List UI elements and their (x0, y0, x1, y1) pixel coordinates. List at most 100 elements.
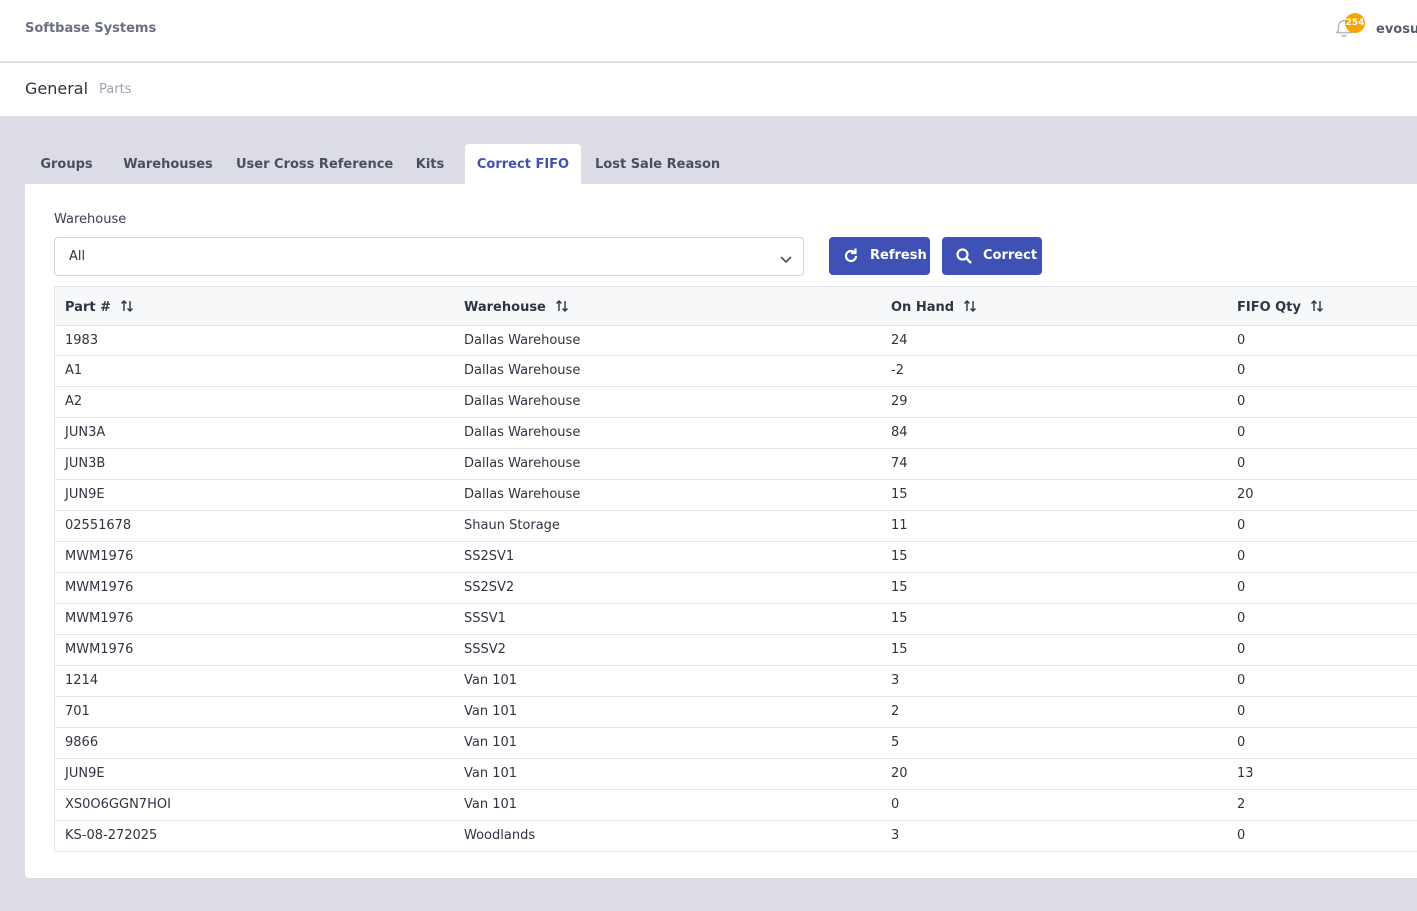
correct-button[interactable]: Correct (942, 237, 1042, 275)
cell-warehouse: SS2SV1 (464, 549, 515, 564)
table-row[interactable]: KS-08-272025 Woodlands 3 0 (55, 821, 1417, 852)
cell-on-hand: 15 (891, 549, 908, 564)
cell-fifo-qty: 2 (1237, 797, 1246, 812)
user-name[interactable]: evosup (1376, 22, 1417, 37)
table-row[interactable]: JUN9E Dallas Warehouse 15 20 (55, 480, 1417, 511)
table-row[interactable]: JUN3B Dallas Warehouse 74 0 (55, 449, 1417, 480)
cell-part: KS-08-272025 (65, 828, 158, 843)
cell-part: JUN9E (65, 487, 105, 502)
cell-part: 02551678 (65, 518, 132, 533)
refresh-button[interactable]: Refresh (829, 237, 930, 275)
top-bar: Softbase Systems 254 evosup (0, 0, 1417, 62)
cell-part: 701 (65, 704, 90, 719)
cell-on-hand: 2 (891, 704, 900, 719)
cell-fifo-qty: 0 (1237, 673, 1246, 688)
cell-part: MWM1976 (65, 549, 134, 564)
cell-warehouse: Van 101 (464, 704, 518, 719)
content-panel: Warehouse All Refresh Correct Part # War… (25, 184, 1417, 878)
cell-part: JUN3B (65, 456, 106, 471)
refresh-icon (842, 247, 860, 265)
cell-part: 9866 (65, 735, 99, 750)
breadcrumb[interactable]: Parts (99, 82, 132, 97)
page-title: General (25, 79, 89, 98)
fifo-table: Part # Warehouse On Hand FIFO Qty 1983 Da… (54, 286, 1417, 852)
table-row[interactable]: JUN9E Van 101 20 13 (55, 759, 1417, 790)
chevron-down-icon (779, 251, 793, 265)
table-row[interactable]: 1214 Van 101 3 0 (55, 666, 1417, 697)
cell-warehouse: Dallas Warehouse (464, 487, 581, 502)
cell-fifo-qty: 0 (1237, 518, 1246, 533)
cell-on-hand: 24 (891, 333, 908, 348)
table-body: 1983 Dallas Warehouse 24 0 A1 Dallas Warehous… (55, 326, 1417, 852)
cell-on-hand: 20 (891, 766, 908, 781)
warehouse-select[interactable]: All (54, 237, 804, 276)
tab-correct-fifo[interactable]: Correct FIFO (465, 144, 581, 185)
sort-icon[interactable] (555, 299, 569, 313)
column-header-on-hand[interactable]: On Hand (891, 299, 977, 315)
page-header: General Parts (0, 63, 1417, 116)
column-header-part[interactable]: Part # (65, 299, 134, 315)
table-row[interactable]: A2 Dallas Warehouse 29 0 (55, 387, 1417, 418)
notification-badge[interactable]: 254 (1345, 13, 1365, 33)
tab-warehouses[interactable]: Warehouses (123, 157, 213, 172)
cell-warehouse: SSSV2 (464, 642, 506, 657)
warehouse-select-value: All (69, 249, 86, 264)
table-row[interactable]: JUN3A Dallas Warehouse 84 0 (55, 418, 1417, 449)
cell-on-hand: 3 (891, 828, 900, 843)
cell-part: A1 (65, 363, 83, 378)
refresh-label: Refresh (870, 248, 927, 263)
cell-warehouse: Van 101 (464, 735, 518, 750)
brand-name[interactable]: Softbase Systems (25, 21, 157, 36)
cell-fifo-qty: 0 (1237, 549, 1246, 564)
warehouse-label: Warehouse (54, 212, 127, 227)
table-row[interactable]: MWM1976 SS2SV1 15 0 (55, 542, 1417, 573)
cell-part: MWM1976 (65, 580, 134, 595)
tab-lost-sale-reason[interactable]: Lost Sale Reason (595, 157, 721, 172)
sort-icon[interactable] (1310, 299, 1324, 313)
cell-fifo-qty: 0 (1237, 394, 1246, 409)
column-header-fifo-qty[interactable]: FIFO Qty (1237, 299, 1324, 315)
tab-kits[interactable]: Kits (415, 157, 445, 172)
sort-icon[interactable] (963, 299, 977, 313)
cell-part: XS0O6GGN7HOI (65, 797, 171, 812)
table-row[interactable]: 02551678 Shaun Storage 11 0 (55, 511, 1417, 542)
table-row[interactable]: MWM1976 SSSV2 15 0 (55, 635, 1417, 666)
sort-icon[interactable] (120, 299, 134, 313)
cell-fifo-qty: 0 (1237, 456, 1246, 471)
table-row[interactable]: MWM1976 SSSV1 15 0 (55, 604, 1417, 635)
search-icon (955, 247, 973, 265)
table-row[interactable]: 9866 Van 101 5 0 (55, 728, 1417, 759)
cell-warehouse: Shaun Storage (464, 518, 560, 533)
cell-on-hand: 3 (891, 673, 900, 688)
cell-warehouse: Dallas Warehouse (464, 363, 581, 378)
cell-warehouse: Dallas Warehouse (464, 333, 581, 348)
cell-fifo-qty: 0 (1237, 333, 1246, 348)
cell-warehouse: SS2SV2 (464, 580, 515, 595)
table-row[interactable]: MWM1976 SS2SV2 15 0 (55, 573, 1417, 604)
cell-fifo-qty: 0 (1237, 580, 1246, 595)
cell-on-hand: 15 (891, 611, 908, 626)
cell-on-hand: 29 (891, 394, 908, 409)
cell-part: JUN9E (65, 766, 105, 781)
cell-fifo-qty: 20 (1237, 487, 1254, 502)
cell-part: 1983 (65, 333, 99, 348)
cell-on-hand: 0 (891, 797, 900, 812)
cell-warehouse: Dallas Warehouse (464, 394, 581, 409)
tab-groups[interactable]: Groups (40, 157, 93, 172)
cell-on-hand: -2 (891, 363, 904, 378)
cell-fifo-qty: 0 (1237, 828, 1246, 843)
table-row[interactable]: 1983 Dallas Warehouse 24 0 (55, 326, 1417, 356)
tab-user-cross-reference[interactable]: User Cross Reference (236, 157, 394, 172)
table-row[interactable]: A1 Dallas Warehouse -2 0 (55, 356, 1417, 387)
table-row[interactable]: XS0O6GGN7HOI Van 101 0 2 (55, 790, 1417, 821)
cell-fifo-qty: 0 (1237, 425, 1246, 440)
cell-on-hand: 15 (891, 580, 908, 595)
table-row[interactable]: 701 Van 101 2 0 (55, 697, 1417, 728)
cell-on-hand: 84 (891, 425, 908, 440)
cell-part: A2 (65, 394, 83, 409)
cell-fifo-qty: 0 (1237, 642, 1246, 657)
cell-fifo-qty: 0 (1237, 611, 1246, 626)
column-header-warehouse[interactable]: Warehouse (464, 299, 569, 315)
cell-on-hand: 11 (891, 518, 908, 533)
cell-warehouse: Dallas Warehouse (464, 456, 581, 471)
